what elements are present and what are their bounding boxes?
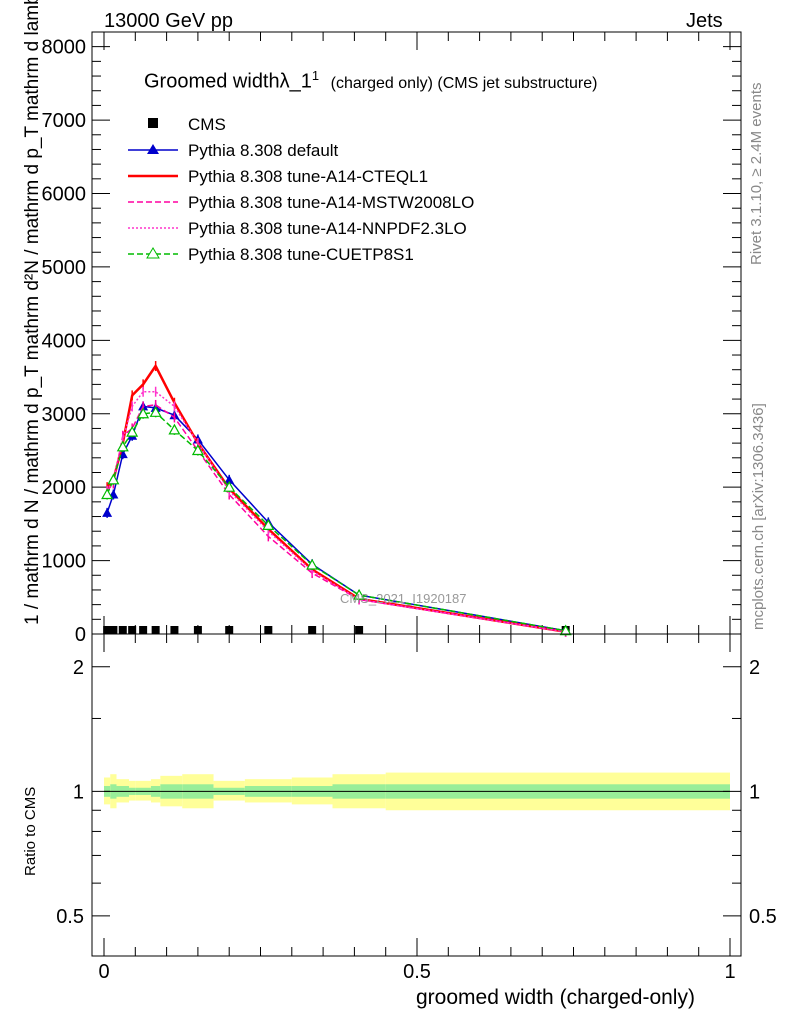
point-marker [116,440,129,452]
legend-item-0: CMS [148,115,226,134]
legend-item-2: Pythia 8.308 tune-A14-CTEQL1 [128,167,428,186]
point-marker [353,588,366,600]
cms-marker [103,626,112,634]
series-line [106,405,566,632]
point-marker [101,488,114,500]
cms-marker [193,626,202,634]
header-left: 13000 GeV pp [104,10,233,32]
series-2 [106,361,567,637]
point-marker [559,624,572,636]
mcplots-label: mcplots.cern.ch [arXiv:1306.3436] [750,403,767,630]
x-tick-label: 0 [98,961,109,983]
plot-title-sup: 1 [311,68,320,83]
point-marker [102,507,113,517]
point-marker [126,425,139,437]
ratio-panel: 0 0.5 1 0.5 0.5 1 1 2 2 [56,633,777,983]
x-tick-label: 0.5 [403,961,431,983]
series-line [106,411,566,632]
series-line [106,404,566,633]
ratio-y-tick-label: 2 [73,657,84,679]
legend-label: Pythia 8.308 default [188,141,339,160]
ratio-y-tick-label-right: 1 [749,781,760,803]
cms-marker [109,626,118,634]
cms-marker [170,626,179,634]
legend-item-1: Pythia 8.308 default [128,141,339,160]
point-marker [223,480,236,492]
plot-title: Groomed widthλ_11 (charged only) (CMS je… [144,68,597,94]
y-tick-label: 4000 [42,330,87,352]
y-tick-label: 2000 [42,477,87,499]
cms-marker [139,626,148,634]
cms-marker [264,626,273,634]
point-marker [191,444,204,456]
legend-item-4: Pythia 8.308 tune-A14-NNPDF2.3LO [128,219,467,238]
cms-marker [128,626,137,634]
legend-label: Pythia 8.308 tune-A14-CTEQL1 [188,167,428,186]
legend-label: CMS [188,115,226,134]
series-3 [106,399,567,637]
ratio-y-tick-label: 1 [73,781,84,803]
legend-marker [148,118,158,128]
x-axis-label: groomed width (charged-only) [416,986,695,1009]
ratio-y-tick-label-right: 0.5 [749,906,777,928]
series-4 [106,386,567,637]
legend-label: Pythia 8.308 tune-A14-MSTW2008LO [188,193,474,212]
ratio-y-tick-label: 0.5 [56,906,84,928]
point-marker [168,423,181,435]
y-tick-label: 6000 [42,184,87,206]
legend-item-5: Pythia 8.308 tune-CUETP8S1 [128,245,414,264]
cms-marker [118,626,127,634]
x-tick-label: 1 [724,961,735,983]
plot-subtitle: (charged only) (CMS jet substructure) [330,74,598,92]
point-marker [137,407,150,419]
legend: CMS Pythia 8.308 default Pythia 8.308 tune… [128,115,474,264]
y-tick-label: 7000 [42,110,87,132]
rivet-label: Rivet 3.1.10, ≥ 2.4M events [748,82,765,266]
y-tick-label: 0 [75,624,86,646]
legend-marker [146,247,160,259]
cms-marker [355,626,364,634]
plot-title-main: Groomed widthλ_1 [144,70,312,93]
cms-marker [151,626,160,634]
y-tick-label: 8000 [42,37,87,59]
point-marker [306,558,319,570]
header-right: Jets [686,10,723,32]
series-5 [101,406,572,636]
legend-marker [147,144,159,154]
series-0 [103,626,570,634]
legend-label: Pythia 8.308 tune-A14-NNPDF2.3LO [188,219,467,238]
point-marker [107,473,120,485]
ratio-y-label: Ratio to CMS [22,786,39,876]
y-axis-label: 1 / mathrm d N / mathrm d p_T mathrm d²N… [22,0,43,625]
y-tick-label: 1000 [42,551,87,573]
main-panel: 0 1000 2000 3000 4000 5000 6000 7000 8000 [42,31,742,646]
point-marker [262,519,275,530]
cms-marker [308,626,317,634]
ratio-y-tick-label-right: 2 [749,657,760,679]
series-1 [102,401,571,636]
y-tick-label: 5000 [42,257,87,279]
legend-label: Pythia 8.308 tune-CUETP8S1 [188,245,414,264]
legend-item-3: Pythia 8.308 tune-A14-MSTW2008LO [128,193,474,212]
y-tick-label: 3000 [42,404,87,426]
point-marker [224,474,235,484]
series-line [106,363,566,634]
cms-marker [225,626,234,634]
analysis-watermark: CMS_2021_I1920187 [340,591,467,606]
point-marker [149,406,162,417]
